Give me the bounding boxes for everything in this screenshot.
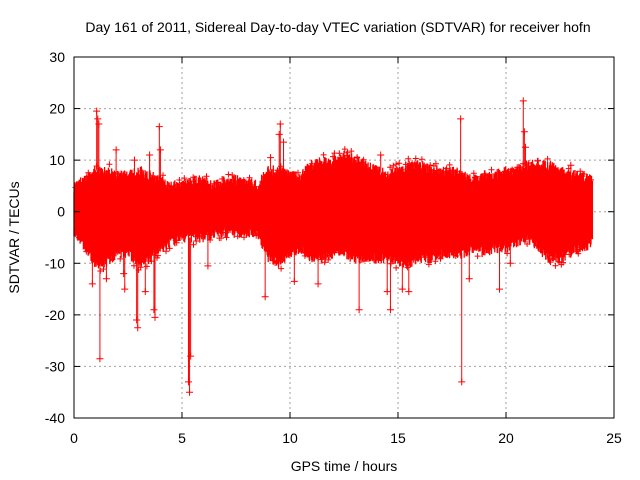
y-tick-label: -10: [45, 255, 65, 271]
spike-point: [133, 316, 141, 324]
y-tick-label: 30: [49, 49, 65, 65]
spike-point: [280, 138, 288, 146]
data-series: [72, 97, 594, 396]
chart-title: Day 161 of 2011, Sidereal Day-to-day VTE…: [85, 19, 590, 35]
spike-point: [121, 285, 129, 293]
spike-point: [567, 161, 575, 169]
spike-point: [96, 355, 104, 363]
axes: 0 5 10 15 20 25 30 20 10 0 -10 -20 -30 -40: [45, 49, 622, 446]
y-tick-label: 10: [49, 152, 65, 168]
spike-point: [156, 146, 164, 154]
spike-point: [465, 275, 473, 283]
spike-point: [93, 107, 101, 115]
spike-point: [457, 115, 465, 123]
spike-point: [261, 293, 269, 301]
spike-point: [187, 352, 195, 360]
x-tick-label: 5: [178, 430, 186, 446]
x-axis-label: GPS time / hours: [291, 458, 398, 474]
spike-point: [496, 285, 504, 293]
spike-point: [204, 262, 212, 270]
spike-point: [267, 154, 275, 162]
spike-point: [155, 123, 163, 131]
spike-point: [506, 259, 514, 267]
spike-point: [141, 288, 149, 296]
y-tick-label: -20: [45, 307, 65, 323]
x-tick-label: 20: [498, 430, 514, 446]
spike-point: [94, 115, 102, 123]
spike-point: [377, 151, 385, 159]
spike-point: [186, 388, 194, 396]
spike-point: [521, 143, 529, 151]
spike-point: [398, 285, 406, 293]
x-tick-label: 15: [390, 430, 406, 446]
spike-point: [314, 280, 322, 288]
y-axis-label: SDTVAR / TECUs: [6, 181, 22, 293]
spike-point: [290, 277, 298, 285]
y-tick-label: 0: [57, 204, 65, 220]
spike-point: [120, 270, 128, 278]
spike-point: [102, 275, 110, 283]
spike-point: [134, 324, 142, 332]
spike-point: [130, 156, 138, 164]
spike-point: [519, 97, 527, 105]
x-tick-label: 10: [282, 430, 298, 446]
spike-point: [458, 378, 466, 386]
spike-point: [405, 288, 413, 296]
spike-point: [95, 120, 103, 128]
band-edge-markers: [72, 146, 594, 274]
spike-point: [150, 306, 158, 314]
spike-point: [386, 306, 394, 314]
spike-point: [112, 146, 120, 154]
spike-point: [88, 280, 96, 288]
spike-point: [383, 288, 391, 296]
spike-point: [275, 130, 283, 138]
y-tick-label: -40: [45, 410, 65, 426]
spike-point: [151, 313, 159, 321]
spike-point: [355, 306, 363, 314]
spike-point: [276, 120, 284, 128]
x-tick-label: 0: [70, 430, 78, 446]
spike-point: [146, 151, 154, 159]
y-tick-label: -30: [45, 358, 65, 374]
x-tick-label: 25: [606, 430, 622, 446]
y-tick-label: 20: [49, 101, 65, 117]
plot-frame: [73, 56, 615, 419]
spike-point: [184, 378, 192, 386]
spike-point: [520, 128, 528, 136]
data-band: [73, 150, 594, 269]
